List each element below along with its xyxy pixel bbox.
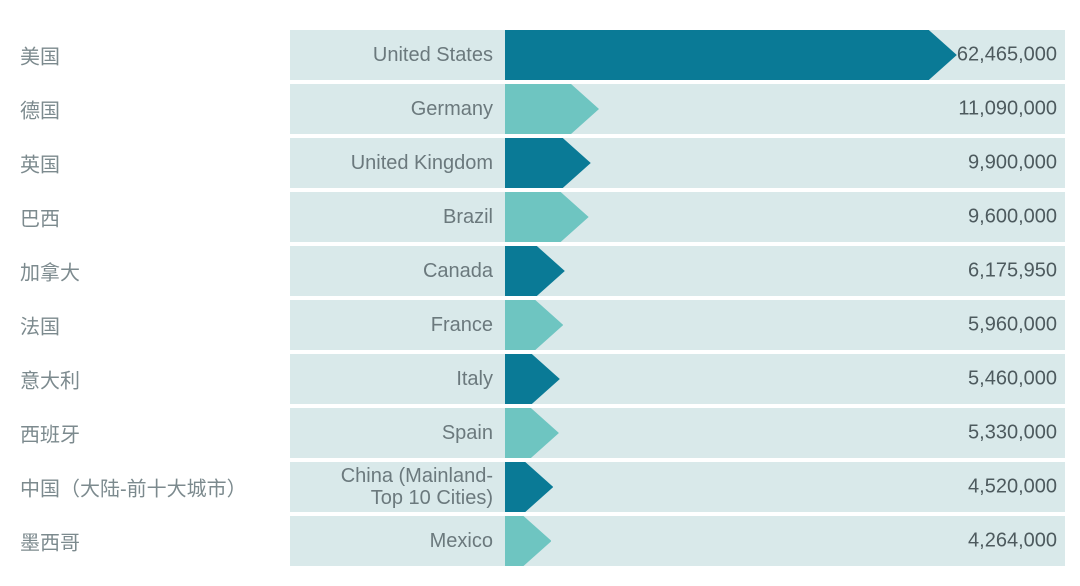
value-label: 11,090,000 bbox=[958, 98, 1057, 121]
chart-row: 法国France 5,960,000 bbox=[0, 300, 1080, 350]
chart-row: 意大利Italy 5,460,000 bbox=[0, 354, 1080, 404]
country-label-en: Germany bbox=[290, 84, 505, 134]
chart-row: 英国United Kingdom 9,900,000 bbox=[0, 138, 1080, 188]
chart-row: 美国United States 62,465,000 bbox=[0, 30, 1080, 80]
chart-row: 德国Germany 11,090,000 bbox=[0, 84, 1080, 134]
chart-row: 巴西Brazil 9,600,000 bbox=[0, 192, 1080, 242]
country-label-cn: 英国 bbox=[20, 149, 290, 178]
country-label-cn: 巴西 bbox=[20, 203, 290, 232]
value-label: 6,175,950 bbox=[968, 260, 1057, 283]
country-label-cn: 美国 bbox=[20, 41, 290, 70]
chart-row: 墨西哥Mexico 4,264,000 bbox=[0, 516, 1080, 566]
country-label-en: Canada bbox=[290, 246, 505, 296]
country-label-cn: 德国 bbox=[20, 95, 290, 124]
country-label-cn: 墨西哥 bbox=[20, 527, 290, 556]
bar-area: 6,175,950 bbox=[505, 246, 1065, 296]
country-label-en: Spain bbox=[290, 408, 505, 458]
bar bbox=[505, 138, 591, 188]
chart-row: 西班牙Spain 5,330,000 bbox=[0, 408, 1080, 458]
chart-row: 加拿大Canada 6,175,950 bbox=[0, 246, 1080, 296]
country-label-cn: 法国 bbox=[20, 311, 290, 340]
value-label: 5,330,000 bbox=[968, 422, 1057, 445]
bar bbox=[505, 462, 553, 512]
bar-area: 5,460,000 bbox=[505, 354, 1065, 404]
bar bbox=[505, 516, 551, 566]
bar-area: 11,090,000 bbox=[505, 84, 1065, 134]
bar-area: 62,465,000 bbox=[505, 30, 1065, 80]
bar bbox=[505, 408, 559, 458]
country-label-en: Brazil bbox=[290, 192, 505, 242]
bar bbox=[505, 300, 563, 350]
bar bbox=[505, 246, 565, 296]
value-label: 4,264,000 bbox=[968, 530, 1057, 553]
country-label-en: Italy bbox=[290, 354, 505, 404]
country-label-cn: 意大利 bbox=[20, 365, 290, 394]
value-label: 62,465,000 bbox=[957, 44, 1057, 67]
bar bbox=[505, 84, 599, 134]
bar-area: 4,520,000 bbox=[505, 462, 1065, 512]
value-label: 4,520,000 bbox=[968, 476, 1057, 499]
country-label-en: United Kingdom bbox=[290, 138, 505, 188]
country-label-en: France bbox=[290, 300, 505, 350]
value-label: 5,460,000 bbox=[968, 368, 1057, 391]
value-label: 9,600,000 bbox=[968, 206, 1057, 229]
bar bbox=[505, 192, 589, 242]
bar bbox=[505, 354, 560, 404]
country-label-en: United States bbox=[290, 30, 505, 80]
chart-row: 中国（大陆-前十大城市）China (Mainland- Top 10 Citi… bbox=[0, 462, 1080, 512]
bar-area: 5,330,000 bbox=[505, 408, 1065, 458]
bar-area: 4,264,000 bbox=[505, 516, 1065, 566]
country-label-cn: 中国（大陆-前十大城市） bbox=[20, 473, 290, 502]
country-label-cn: 西班牙 bbox=[20, 419, 290, 448]
bar-area: 9,600,000 bbox=[505, 192, 1065, 242]
value-label: 9,900,000 bbox=[968, 152, 1057, 175]
bar bbox=[505, 30, 957, 80]
country-label-en: Mexico bbox=[290, 516, 505, 566]
value-label: 5,960,000 bbox=[968, 314, 1057, 337]
bar-area: 5,960,000 bbox=[505, 300, 1065, 350]
bar-area: 9,900,000 bbox=[505, 138, 1065, 188]
country-label-cn: 加拿大 bbox=[20, 257, 290, 286]
country-label-en: China (Mainland- Top 10 Cities) bbox=[290, 462, 505, 512]
